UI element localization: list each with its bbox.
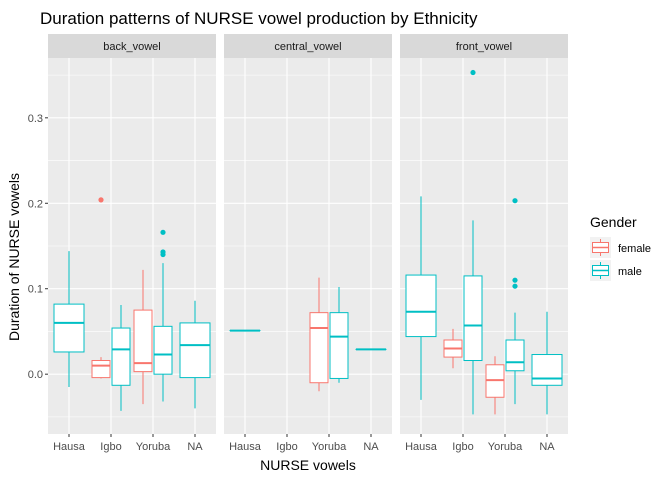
outlier-point [512,198,518,204]
x-tick-label: Hausa [405,441,438,453]
box-body [463,275,483,362]
legend-label: male [618,266,642,278]
outlier-point [470,69,476,76]
x-axis: Hausa Igbo Yoruba NA Hausa Igbo Yoruba NA Hausa I… [53,434,555,453]
legend-title: Gender [590,214,637,230]
facet-label: central_vowel [274,41,341,53]
x-tick-label: NA [539,441,555,453]
box-back_vowel-Igbo-female [91,197,111,379]
x-tick-label: Hausa [229,441,262,453]
legend-entry-male: male [590,260,642,281]
box-back_vowel-Hausa-male [53,251,85,387]
y-tick-label: 0.2 [28,198,43,210]
box-front_vowel-Igbo-female [443,328,463,369]
legend: Gender female male [590,214,651,281]
box-central_vowel-Yoruba-female [309,277,329,392]
box-front_vowel-Yoruba-female [485,356,505,415]
outlier-point [160,249,166,255]
box-front_vowel-Igbo-male [463,69,483,415]
box-body [531,354,563,386]
x-tick-label: Yoruba [312,441,347,453]
box-back_vowel-NA-male [179,300,211,409]
facet-strip [48,34,216,58]
outlier-point [98,197,104,203]
box-body [111,327,131,386]
box-back_vowel-Igbo-male [111,304,131,411]
box-body [505,339,525,372]
legend-entry-female: female [590,237,651,258]
x-tick-label: Igbo [452,441,473,453]
box-front_vowel-Hausa-male [405,196,437,400]
legend-label: female [618,243,651,255]
facet-panels: back_vowel central_vowel front_vowel [48,34,568,434]
chart-title: Duration patterns of NURSE vowel product… [40,9,478,28]
outlier-point [160,229,166,235]
facet-panel-central_vowel: central_vowel [224,34,392,434]
x-axis-title: NURSE vowels [260,457,356,473]
x-tick-label: Igbo [276,441,297,453]
box-body [309,312,329,384]
box-body [153,325,173,375]
box-back_vowel-Yoruba-male [153,229,173,402]
facet-strip [400,34,568,58]
box-body [133,309,153,373]
box-body [329,312,349,379]
box-front_vowel-NA-male [531,311,563,415]
y-tick-label: 0.3 [28,113,43,125]
box-body [91,360,111,379]
box-back_vowel-Yoruba-female [133,269,153,405]
x-tick-label: Hausa [53,441,86,453]
x-tick-label: NA [363,441,379,453]
facet-label: back_vowel [103,41,160,53]
box-front_vowel-Yoruba-male [505,198,525,405]
x-tick-label: Igbo [100,441,121,453]
outlier-point [512,277,518,283]
y-axis: 0.0 0.1 0.2 0.3 [28,113,48,381]
box-body [179,322,211,379]
facet-panel-front_vowel: front_vowel [400,34,568,434]
x-tick-label: NA [187,441,203,453]
facet-panel-back_vowel: back_vowel [48,34,216,434]
x-tick-label: Yoruba [488,441,523,453]
y-axis-title: Duration of NURSE vowels [6,173,22,341]
box-body [53,303,85,353]
y-tick-label: 0.0 [28,369,43,381]
y-tick-label: 0.1 [28,284,43,296]
facet-strip [224,34,392,58]
box-central_vowel-Yoruba-male [329,287,349,383]
outlier-point [512,283,518,289]
facet-label: front_vowel [456,41,512,53]
box-body [405,274,437,338]
x-tick-label: Yoruba [136,441,171,453]
